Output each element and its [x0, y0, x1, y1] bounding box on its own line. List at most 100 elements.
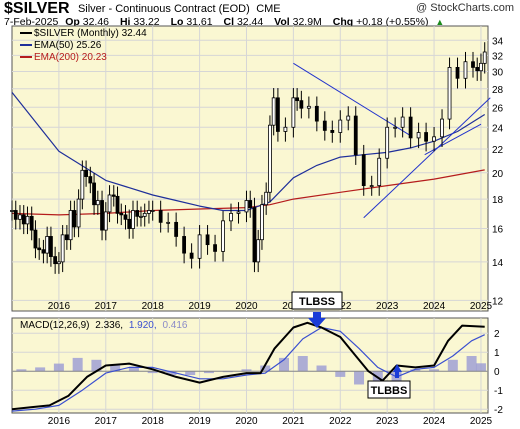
- price-candle: [244, 200, 249, 213]
- symbol-title: $SILVER: [4, 0, 70, 17]
- price-x-tick-label: 2023: [376, 301, 399, 312]
- price-candle: [21, 214, 26, 225]
- price-candle: [299, 100, 304, 109]
- price-candle: [479, 62, 483, 72]
- price-candle: [306, 105, 311, 109]
- macd-histogram-bar: [110, 365, 121, 372]
- price-candle: [236, 211, 241, 214]
- price-candle: [150, 210, 155, 212]
- price-y-tick-label: 24: [492, 123, 504, 134]
- quote-high: Hi 33.22: [119, 16, 160, 28]
- copyright-label: @ StockCharts.com: [416, 2, 514, 14]
- exchange-label: CME: [256, 3, 281, 15]
- macd-x-tick-label: 2024: [423, 416, 446, 427]
- up-arrow-icon: [393, 364, 402, 378]
- price-candle: [447, 67, 452, 120]
- macd-line: [11, 321, 485, 411]
- price-candle: [56, 261, 61, 265]
- price-candle: [408, 116, 413, 139]
- macd-histogram-bar: [279, 357, 289, 372]
- price-candle: [369, 185, 374, 188]
- macd-histogram-bar: [354, 371, 365, 385]
- macd-histogram-bar: [260, 365, 271, 372]
- macd-histogram-bar: [203, 371, 214, 374]
- macd-legend-macd: 2.336,: [95, 320, 123, 331]
- price-candle: [127, 218, 132, 229]
- price-candle: [455, 67, 460, 79]
- price-candle: [115, 195, 120, 214]
- macd-histogram-bar: [241, 369, 252, 372]
- macd-histogram-bar: [16, 369, 27, 372]
- macd-histogram-bar: [166, 371, 177, 375]
- macd-y-tick-label: 0: [494, 367, 500, 378]
- price-candle: [475, 67, 480, 72]
- price-candle: [72, 210, 77, 228]
- price-y-tick-label: 12: [492, 296, 504, 307]
- price-candle: [53, 256, 58, 265]
- price-candle: [248, 200, 253, 208]
- price-x-tick-label: 2025: [470, 301, 493, 312]
- price-candle: [123, 214, 128, 220]
- price-candle: [29, 215, 34, 231]
- macd-legend-hist: 0.416: [162, 320, 187, 331]
- quote-line: 7-Feb-2025 Op 32.46 Hi 33.22 Lo 31.61 Cl…: [4, 16, 452, 28]
- down-arrow-icon: [308, 312, 326, 328]
- ema50-legend-label: EMA(50) 25.26: [34, 40, 102, 51]
- price-candle: [41, 249, 46, 254]
- price-candle: [416, 132, 421, 139]
- macd-marks: [11, 321, 488, 412]
- price-candle: [45, 236, 50, 254]
- price-y-tick-label: 26: [492, 103, 504, 114]
- price-candle: [37, 247, 42, 251]
- price-candle: [189, 252, 194, 259]
- price-candle: [271, 97, 276, 126]
- price-candle: [135, 210, 140, 217]
- macd-plot-area: [11, 317, 489, 414]
- price-candle: [229, 212, 233, 222]
- macd-x-tick-label: 2016: [48, 416, 71, 427]
- price-legend: $SILVER (Monthly) 32.44 EMA(50) 25.26 EM…: [20, 28, 147, 63]
- price-candle: [432, 136, 436, 142]
- price-x-tick-label: 2020: [235, 301, 258, 312]
- macd-x-axis: 2016 2017 2018 2019 2020 2021 2022 2023 2024 2025: [48, 416, 493, 427]
- price-candle: [182, 236, 187, 254]
- price-y-tick-label: 22: [492, 145, 504, 156]
- quote-date: 7-Feb-2025: [4, 16, 59, 28]
- price-candle: [291, 97, 296, 128]
- macd-histogram-bar: [147, 371, 158, 374]
- price-candle: [338, 119, 343, 133]
- price-candle: [64, 234, 69, 241]
- price-candle: [18, 214, 22, 220]
- price-candle: [322, 120, 327, 131]
- trendline-support: [363, 97, 491, 219]
- macd-x-tick-label: 2017: [95, 416, 118, 427]
- price-candle: [361, 154, 366, 187]
- price-x-tick-label: 2024: [423, 301, 446, 312]
- macd-x-tick-label: 2022: [329, 416, 352, 427]
- macd-histogram-bar: [297, 356, 308, 372]
- price-candle: [158, 210, 163, 223]
- quote-close: Cl 32.44: [223, 16, 264, 28]
- price-candle: [400, 116, 405, 128]
- macd-histogram-bar: [466, 356, 477, 372]
- price-legend-label: $SILVER (Monthly) 32.44: [34, 28, 147, 39]
- price-candle: [268, 124, 272, 193]
- price-candle: [252, 207, 257, 263]
- price-candle: [276, 97, 280, 132]
- macd-histogram-bar: [410, 369, 421, 372]
- macd-histogram-bar: [53, 363, 64, 372]
- price-y-tick-label: 18: [492, 195, 504, 206]
- chart-header: $SILVER Silver - Continuous Contract (EO…: [4, 0, 281, 17]
- price-plot-area: [11, 25, 489, 312]
- macd-signal-line: [11, 326, 485, 412]
- price-candle: [13, 210, 18, 220]
- price-y-tick-label: 20: [492, 169, 504, 180]
- price-candle: [463, 61, 468, 79]
- ema200-legend-label: EMA(200) 20.23: [34, 52, 107, 63]
- macd-legend-name: MACD(12,26,9): [20, 320, 89, 331]
- macd-legend-signal: 1.920,: [129, 320, 157, 331]
- price-candle: [147, 210, 151, 214]
- price-y-tick-label: 16: [492, 225, 504, 236]
- price-candle: [25, 215, 30, 225]
- price-candle: [471, 61, 475, 68]
